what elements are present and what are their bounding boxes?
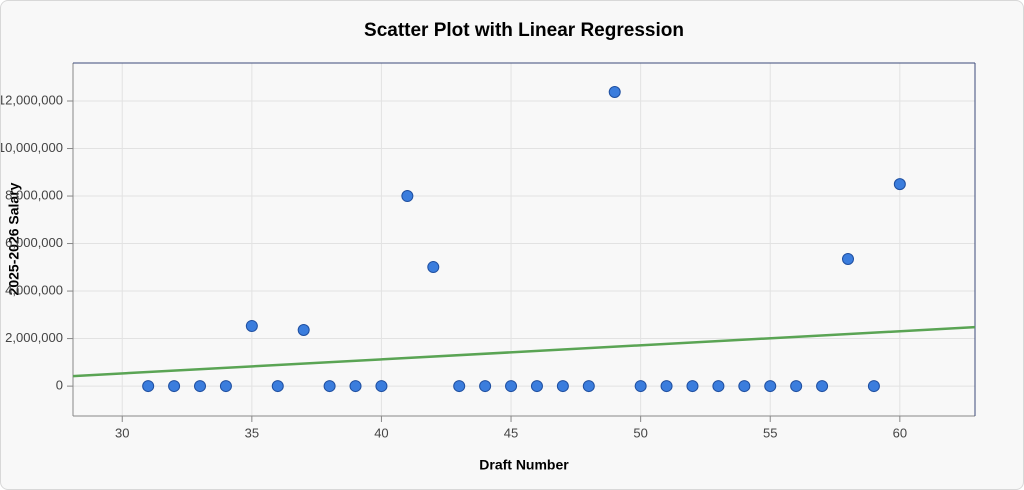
data-point <box>194 380 207 393</box>
regression-line <box>72 325 976 378</box>
x-tick-label: 60 <box>893 425 907 440</box>
x-tick-label: 40 <box>374 425 388 440</box>
y-tick-label: 2,000,000 <box>5 330 63 345</box>
data-point <box>634 380 647 393</box>
plot-area <box>73 63 975 416</box>
y-tick-label: 0 <box>56 378 63 393</box>
data-point <box>271 380 284 393</box>
data-point <box>168 380 181 393</box>
data-point <box>453 380 466 393</box>
data-point <box>686 380 699 393</box>
y-tick-label: 10,000,000 <box>1 140 63 155</box>
data-point <box>297 324 310 337</box>
chart-title: Scatter Plot with Linear Regression <box>364 20 684 41</box>
y-tick-label: 8,000,000 <box>5 187 63 202</box>
data-point <box>893 178 906 191</box>
y-axis-label: 2025-2026 Salary <box>6 182 22 295</box>
y-tick-label: 4,000,000 <box>5 282 63 297</box>
y-tick-label: 6,000,000 <box>5 235 63 250</box>
x-tick-label: 35 <box>245 425 259 440</box>
data-point <box>479 380 492 393</box>
data-point <box>712 380 725 393</box>
data-point <box>556 380 569 393</box>
data-point <box>738 380 751 393</box>
x-axis-label: Draft Number <box>479 457 569 473</box>
data-point <box>790 380 803 393</box>
data-point <box>867 380 880 393</box>
data-point <box>245 319 258 332</box>
data-point <box>323 380 336 393</box>
x-tick-label: 55 <box>763 425 777 440</box>
data-point <box>375 380 388 393</box>
y-tick-label: 12,000,000 <box>1 92 63 107</box>
data-point <box>349 380 362 393</box>
data-point <box>764 380 777 393</box>
data-point <box>401 190 414 203</box>
data-point <box>582 380 595 393</box>
data-point <box>142 380 155 393</box>
data-point <box>608 85 621 98</box>
data-point <box>219 380 232 393</box>
x-tick-label: 30 <box>115 425 129 440</box>
data-point <box>816 380 829 393</box>
data-point <box>530 380 543 393</box>
x-tick-label: 45 <box>504 425 518 440</box>
data-point <box>505 380 518 393</box>
data-point <box>841 252 854 265</box>
data-point <box>660 380 673 393</box>
data-point <box>427 261 440 274</box>
x-tick-label: 50 <box>633 425 647 440</box>
